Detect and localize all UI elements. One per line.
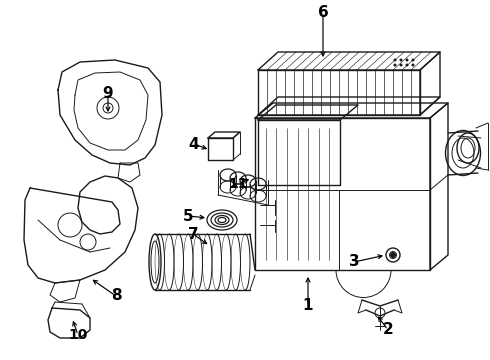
Text: 10: 10 — [68, 328, 88, 342]
Circle shape — [399, 59, 402, 62]
Text: 7: 7 — [188, 226, 198, 242]
Text: 6: 6 — [318, 5, 328, 19]
Circle shape — [393, 63, 396, 67]
Circle shape — [412, 63, 415, 67]
Text: 5: 5 — [183, 208, 194, 224]
Text: 3: 3 — [349, 255, 359, 270]
Text: 8: 8 — [111, 288, 122, 303]
Circle shape — [390, 252, 396, 258]
Text: 2: 2 — [383, 323, 393, 338]
Text: 11: 11 — [228, 177, 248, 191]
Text: 1: 1 — [303, 298, 313, 314]
Circle shape — [412, 59, 415, 62]
Text: 9: 9 — [103, 86, 113, 100]
Circle shape — [393, 59, 396, 62]
Circle shape — [406, 59, 409, 62]
Circle shape — [399, 63, 402, 67]
Circle shape — [406, 63, 409, 67]
Text: 4: 4 — [189, 136, 199, 152]
